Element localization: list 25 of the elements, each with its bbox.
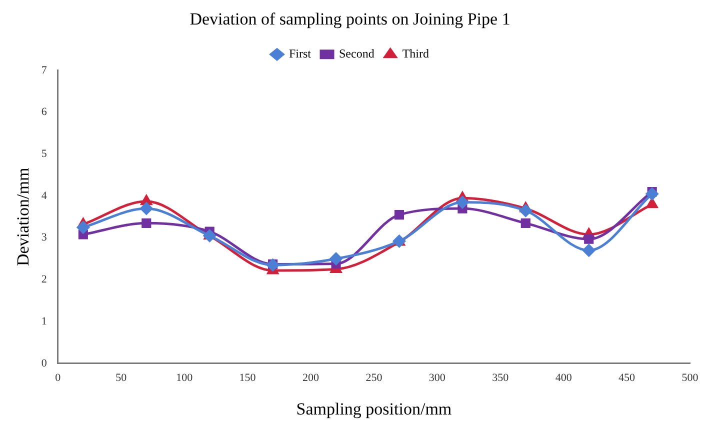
y-tick-label: 2	[41, 274, 47, 286]
x-tick-label: 150	[239, 372, 256, 384]
y-tick-label: 6	[41, 106, 48, 118]
y-tick-label: 5	[41, 148, 48, 160]
y-tick-label: 1	[41, 315, 47, 328]
x-tick-label: 50	[116, 372, 128, 384]
x-tick-label: 0	[55, 372, 62, 384]
x-tick-label: 100	[176, 372, 194, 384]
x-tick-label: 200	[302, 372, 320, 384]
y-tick-label: 3	[41, 232, 48, 244]
x-tick-label: 400	[555, 372, 572, 384]
legend-label: Third	[402, 46, 430, 61]
legend-label: First	[289, 46, 312, 61]
chart-title: Deviation of sampling points on Joining Pipe 1	[190, 10, 510, 29]
y-axis-title: Deviation/mm	[14, 168, 33, 266]
x-tick-label: 450	[618, 372, 636, 384]
legend-label: Second	[339, 46, 374, 61]
x-axis-title: Sampling position/mm	[296, 399, 452, 418]
x-tick-label: 500	[682, 372, 699, 384]
y-tick-label: 0	[41, 357, 48, 370]
x-tick-label: 350	[492, 372, 510, 384]
y-tick-label: 7	[41, 64, 48, 76]
y-tick-label: 4	[41, 190, 48, 202]
x-tick-label: 250	[366, 372, 383, 384]
x-tick-label: 300	[428, 372, 446, 384]
